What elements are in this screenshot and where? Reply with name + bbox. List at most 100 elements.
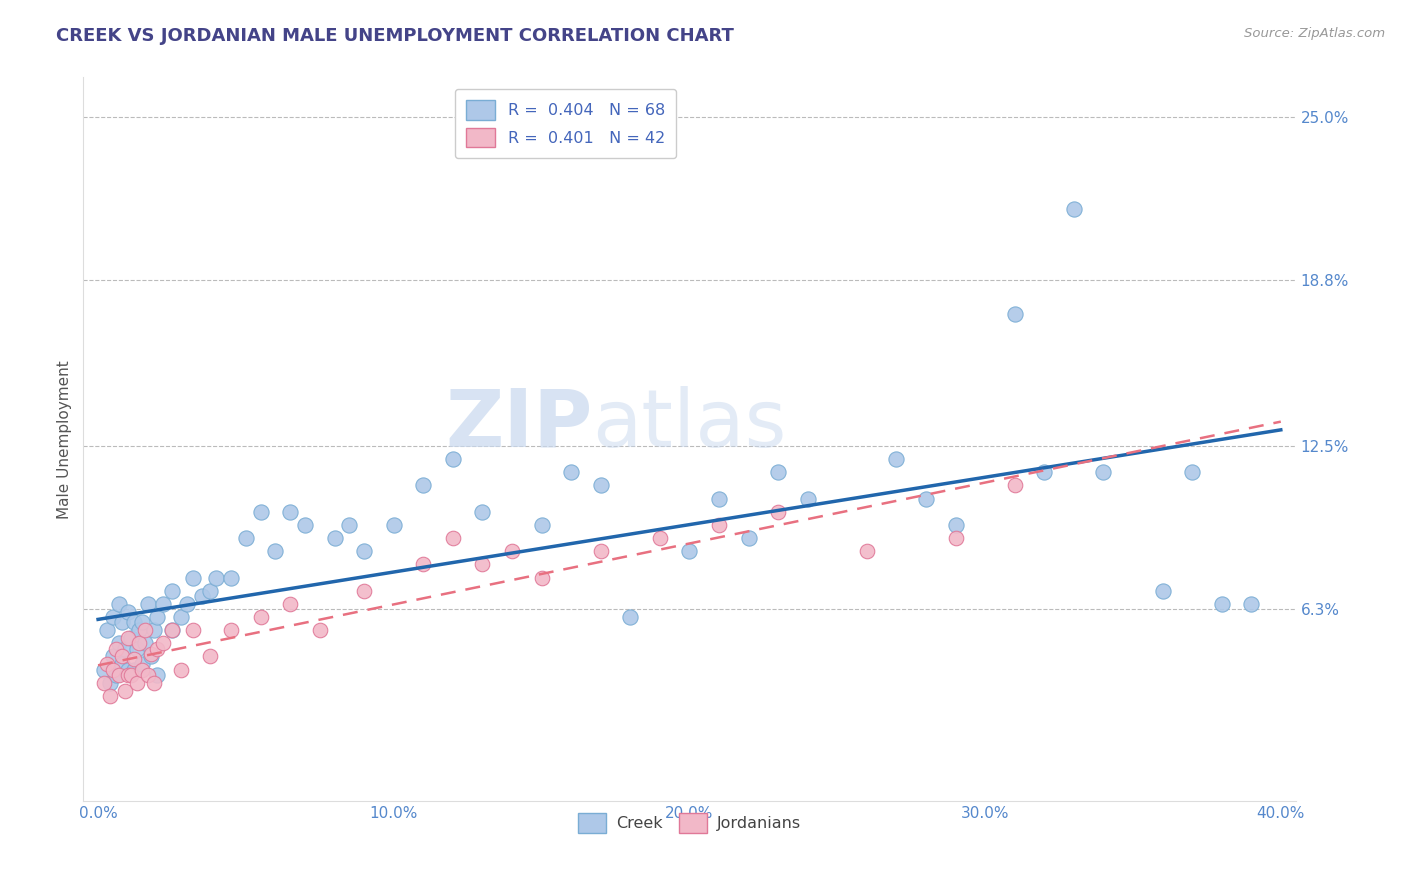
Point (1240, 597, 1263, 611)
Point (1092, 465, 1115, 479)
Point (111, 649, 134, 664)
Point (796, 491, 818, 506)
Point (117, 668, 139, 682)
Point (138, 668, 160, 682)
Point (707, 491, 730, 506)
Point (707, 517, 730, 532)
Point (678, 544, 700, 558)
Point (152, 597, 174, 611)
Point (205, 570, 228, 584)
Point (146, 610, 169, 624)
Point (219, 623, 242, 637)
Point (128, 636, 150, 650)
Point (134, 636, 156, 650)
Point (131, 615, 153, 630)
Point (101, 649, 124, 664)
Y-axis label: Male Unemployment: Male Unemployment (58, 360, 72, 519)
Point (117, 631, 139, 645)
Text: atlas: atlas (592, 386, 787, 464)
Point (353, 583, 375, 598)
Point (619, 610, 641, 624)
Point (114, 641, 136, 656)
Point (125, 641, 148, 656)
Point (648, 531, 671, 545)
Point (141, 647, 163, 661)
Point (181, 623, 204, 637)
Point (945, 531, 967, 545)
Point (170, 663, 193, 677)
Point (412, 478, 434, 492)
Point (125, 675, 148, 690)
Point (264, 544, 287, 558)
Point (308, 623, 330, 637)
Point (146, 641, 169, 656)
Point (120, 668, 142, 682)
Point (441, 531, 464, 545)
Point (107, 636, 129, 650)
Point (134, 623, 156, 637)
Point (122, 663, 145, 677)
Point (530, 517, 553, 532)
Point (200, 583, 222, 598)
Point (1033, 465, 1056, 479)
Point (294, 517, 316, 532)
Point (1152, 583, 1174, 598)
Point (382, 517, 405, 532)
Point (219, 570, 242, 584)
Point (98, 689, 121, 703)
Point (111, 615, 134, 630)
Point (915, 491, 938, 506)
Point (249, 610, 271, 624)
Point (766, 505, 789, 519)
Point (160, 623, 183, 637)
Point (98, 675, 121, 690)
Point (589, 478, 612, 492)
Point (128, 623, 150, 637)
Point (120, 631, 142, 645)
Point (886, 452, 908, 467)
Text: ZIP: ZIP (446, 386, 592, 464)
Point (501, 544, 523, 558)
Point (141, 649, 163, 664)
Point (131, 663, 153, 677)
Point (131, 657, 153, 672)
Point (1211, 597, 1233, 611)
Point (278, 597, 301, 611)
Point (278, 505, 301, 519)
Point (117, 605, 139, 619)
Point (101, 663, 124, 677)
Point (471, 558, 494, 572)
Text: Source: ZipAtlas.com: Source: ZipAtlas.com (1244, 27, 1385, 40)
Point (152, 636, 174, 650)
Point (107, 597, 129, 611)
Point (93, 675, 115, 690)
Point (181, 570, 204, 584)
Text: CREEK VS JORDANIAN MALE UNEMPLOYMENT CORRELATION CHART: CREEK VS JORDANIAN MALE UNEMPLOYMENT COR… (56, 27, 734, 45)
Point (530, 570, 553, 584)
Point (589, 544, 612, 558)
Point (339, 517, 361, 532)
Point (170, 610, 193, 624)
Point (323, 531, 346, 545)
Point (138, 597, 160, 611)
Point (471, 505, 494, 519)
Point (122, 615, 145, 630)
Point (737, 531, 759, 545)
Point (117, 663, 139, 677)
Point (353, 544, 375, 558)
Point (176, 597, 198, 611)
Point (1063, 202, 1085, 216)
Point (560, 465, 582, 479)
Point (101, 610, 124, 624)
Point (93, 663, 115, 677)
Point (111, 657, 134, 672)
Point (1004, 478, 1026, 492)
Point (160, 583, 183, 598)
Point (122, 652, 145, 666)
Point (104, 641, 127, 656)
Point (945, 517, 967, 532)
Legend: Creek, Jordanians: Creek, Jordanians (567, 802, 813, 844)
Point (114, 683, 136, 698)
Point (441, 452, 464, 467)
Point (96, 623, 118, 637)
